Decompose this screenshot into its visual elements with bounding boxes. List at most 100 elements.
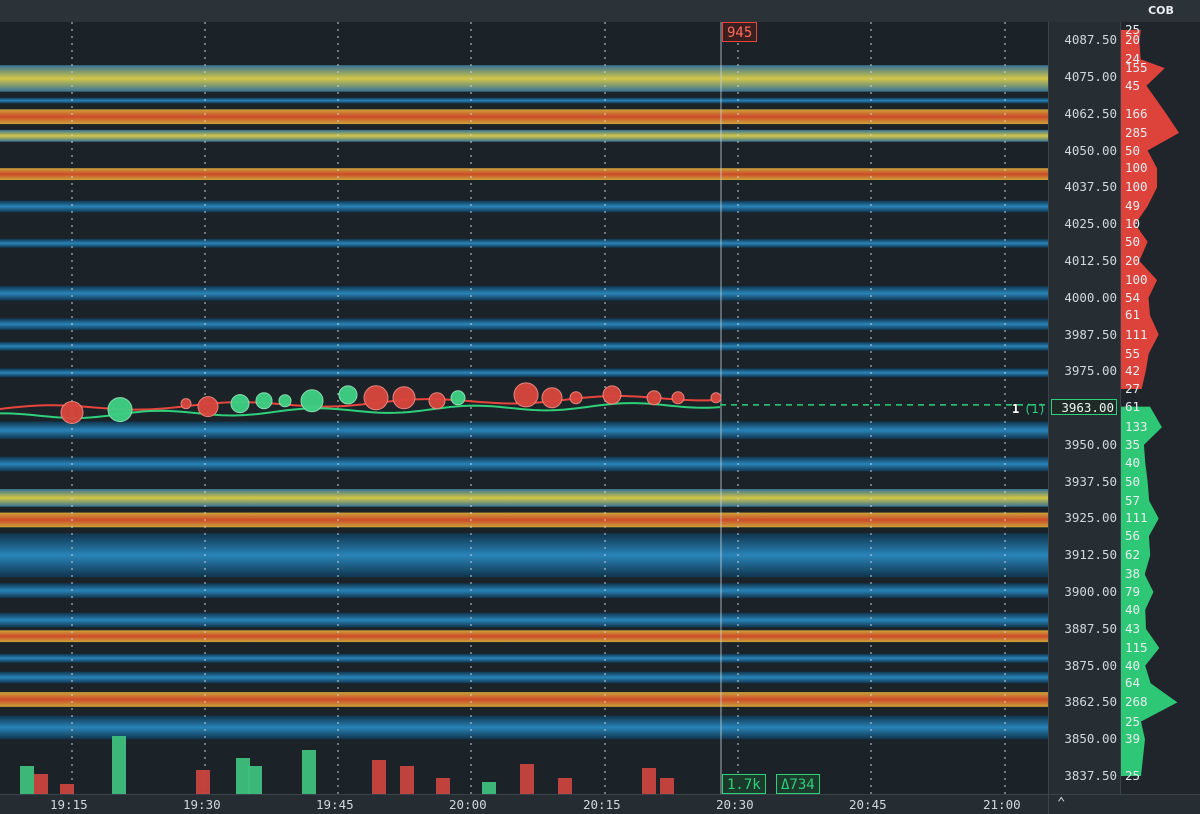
bid_sizes-size-label: 25 — [1125, 713, 1141, 729]
price-tick: 3850.00 — [1064, 731, 1117, 747]
heatmap-band — [0, 65, 1048, 92]
trade-bubble[interactable] — [671, 391, 685, 405]
ask_sizes-size-label: 20 — [1125, 252, 1141, 268]
price-tick: 3975.00 — [1064, 363, 1117, 379]
price-tick: 3950.00 — [1064, 436, 1117, 452]
trade-bubble[interactable] — [646, 390, 662, 406]
time-tick: 19:45 — [316, 797, 354, 812]
ask_sizes-size-label: 50 — [1125, 233, 1141, 249]
heatmap-band — [0, 285, 1048, 301]
trade-bubble[interactable] — [541, 387, 563, 409]
bid_sizes-size-label: 43 — [1125, 620, 1141, 636]
ask_sizes-size-label: 20 — [1125, 32, 1141, 48]
trade-bubble[interactable] — [60, 401, 84, 425]
heatmap-band — [0, 97, 1048, 104]
delta-flag: Δ734 — [776, 774, 820, 794]
cob-profile — [1121, 29, 1180, 776]
time-tick: 19:30 — [183, 797, 221, 812]
ask_sizes-size-label: 42 — [1125, 363, 1141, 379]
heatmap-band — [0, 200, 1048, 213]
price-axis[interactable]: 4087.50 4075.00 4062.50 4050.00 4037.50 4025.… — [1048, 22, 1121, 794]
ask_sizes-size-label: 27 — [1125, 380, 1141, 396]
bid_sizes-size-label: 57 — [1125, 492, 1141, 508]
trade-bubble[interactable] — [450, 390, 466, 406]
time-tick: 20:15 — [583, 797, 621, 812]
trade-bubble[interactable] — [255, 392, 273, 410]
heatmap-canvas[interactable] — [0, 22, 1048, 794]
trade-bubble[interactable] — [428, 392, 446, 410]
heatmap-band — [0, 583, 1048, 598]
trade-bubble[interactable] — [392, 386, 416, 410]
trade-bubble[interactable] — [602, 385, 622, 405]
ask_sizes-profile — [1121, 29, 1180, 389]
trade-bubble[interactable] — [197, 396, 219, 418]
ask_sizes-size-label: 166 — [1125, 105, 1148, 121]
heatmap-band — [0, 653, 1048, 663]
bid_sizes-size-label: 38 — [1125, 566, 1141, 582]
bid_sizes-size-label: 61 — [1125, 398, 1141, 414]
price-tick: 4050.00 — [1064, 142, 1117, 158]
volume-bar — [660, 778, 674, 794]
heatmap-band — [0, 368, 1048, 378]
price-tick: 3875.00 — [1064, 657, 1117, 673]
bid_sizes-profile — [1121, 406, 1178, 776]
price-tick: 4037.50 — [1064, 179, 1117, 195]
time-axis[interactable]: 19:15 19:30 19:45 20:00 20:15 20:30 20:45 21:00 — [0, 794, 1048, 814]
price-tick: 3987.50 — [1064, 326, 1117, 342]
ask_sizes-size-label: 45 — [1125, 77, 1141, 93]
price-tick: 4075.00 — [1064, 68, 1117, 84]
volume-bar — [372, 760, 386, 794]
ask_sizes-size-label: 100 — [1125, 160, 1148, 176]
price-tick: 4012.50 — [1064, 252, 1117, 268]
cob-header: COB — [1148, 4, 1174, 17]
price-tick: 3925.00 — [1064, 510, 1117, 526]
ask_sizes-size-label: 54 — [1125, 289, 1141, 305]
volume-bar — [34, 774, 48, 794]
trade-bubble[interactable] — [278, 394, 292, 408]
heatmap-band — [0, 692, 1048, 707]
trade-bubble[interactable] — [363, 385, 389, 411]
price-tick: 3837.50 — [1064, 768, 1117, 783]
trade-bubble[interactable] — [107, 397, 133, 423]
trade-bubble[interactable] — [230, 394, 250, 414]
volume-bar — [558, 778, 572, 794]
volume-bar — [20, 766, 34, 794]
ask_sizes-size-label: 55 — [1125, 345, 1141, 361]
heatmap-area[interactable]: 945 1.7k Δ734 1 (1) — [0, 22, 1048, 794]
ask_sizes-size-label: 25 — [1125, 21, 1141, 37]
bid_sizes-size-label: 25 — [1125, 768, 1141, 783]
volume-bar — [60, 784, 74, 794]
price-tick: 3862.50 — [1064, 694, 1117, 710]
trade-bubble[interactable] — [338, 385, 358, 405]
cob-panel: 25 20 24 155 45 166 285 50 100 100 49 10 50 20 100 54 61… — [1120, 22, 1200, 794]
trade-bubble[interactable] — [710, 392, 722, 404]
trade-bubble[interactable] — [569, 391, 583, 405]
heatmap-band — [0, 630, 1048, 643]
heatmap-band — [0, 318, 1048, 331]
time-tick: 20:00 — [449, 797, 487, 812]
trade-bubble[interactable] — [180, 398, 192, 410]
last-trade-label: 1 — [1012, 402, 1020, 416]
trade-bubble[interactable] — [300, 389, 324, 413]
bid_sizes-size-label: 50 — [1125, 473, 1141, 489]
chevron-up-icon[interactable]: ⌃ — [1057, 795, 1066, 811]
volume-bar — [302, 750, 316, 794]
bid_sizes-size-label: 39 — [1125, 731, 1141, 747]
ask_sizes-size-label: 10 — [1125, 216, 1141, 232]
volume-bar — [248, 766, 262, 794]
volume-bar — [436, 778, 450, 794]
heatmap-band — [0, 129, 1048, 142]
current-price-marker: 3963.00 — [1051, 398, 1117, 415]
ask_sizes-size-label: 61 — [1125, 307, 1141, 323]
ask_sizes-size-label: 285 — [1125, 124, 1148, 140]
ask_sizes-size-label: 155 — [1125, 60, 1148, 76]
bid_sizes-size-label: 40 — [1125, 601, 1141, 617]
heatmap-band — [0, 421, 1048, 439]
heatmap-band — [0, 341, 1048, 351]
heatmap-band — [0, 715, 1048, 740]
ask_sizes-size-label: 49 — [1125, 198, 1141, 214]
trade-bubble[interactable] — [513, 382, 539, 408]
bid_sizes-size-label: 40 — [1125, 657, 1141, 673]
top-bar: COB — [0, 0, 1200, 23]
